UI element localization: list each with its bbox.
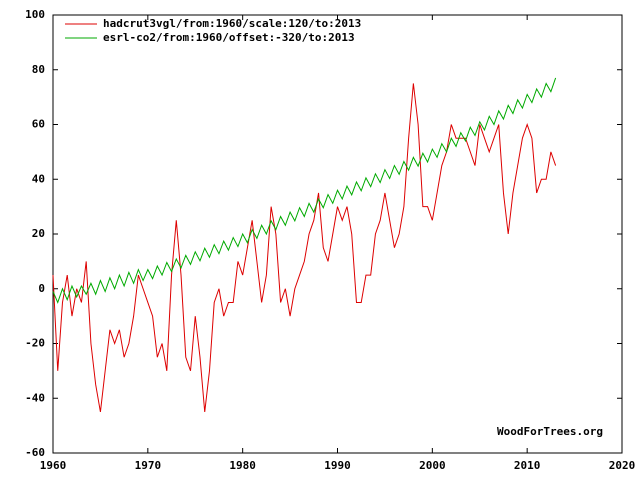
y-tick-label: 100 — [25, 8, 45, 21]
y-tick-label: 60 — [32, 118, 45, 131]
series-line — [52, 83, 557, 413]
legend-label: esrl-co2/from:1960/offset:-320/to:2013 — [103, 31, 355, 44]
y-tick-label: 80 — [32, 63, 45, 76]
y-tick-label: -20 — [25, 337, 45, 350]
y-tick-label: 0 — [38, 282, 45, 295]
x-tick-label: 1990 — [324, 459, 351, 472]
y-tick-label: -60 — [25, 446, 45, 459]
y-tick-label: 20 — [32, 227, 45, 240]
x-tick-label: 2010 — [514, 459, 541, 472]
annotation: WoodForTrees.org — [497, 425, 603, 438]
y-tick-label: 40 — [32, 172, 45, 185]
legend-label: hadcrut3vgl/from:1960/scale:120/to:2013 — [103, 17, 361, 30]
x-tick-label: 1960 — [40, 459, 67, 472]
x-tick-label: 2000 — [419, 459, 446, 472]
plot-frame — [52, 14, 623, 454]
y-tick-label: -40 — [25, 391, 45, 404]
x-tick-label: 2020 — [609, 459, 636, 472]
x-tick-label: 1970 — [135, 459, 162, 472]
x-tick-label: 1980 — [229, 459, 256, 472]
series-line — [52, 77, 557, 304]
